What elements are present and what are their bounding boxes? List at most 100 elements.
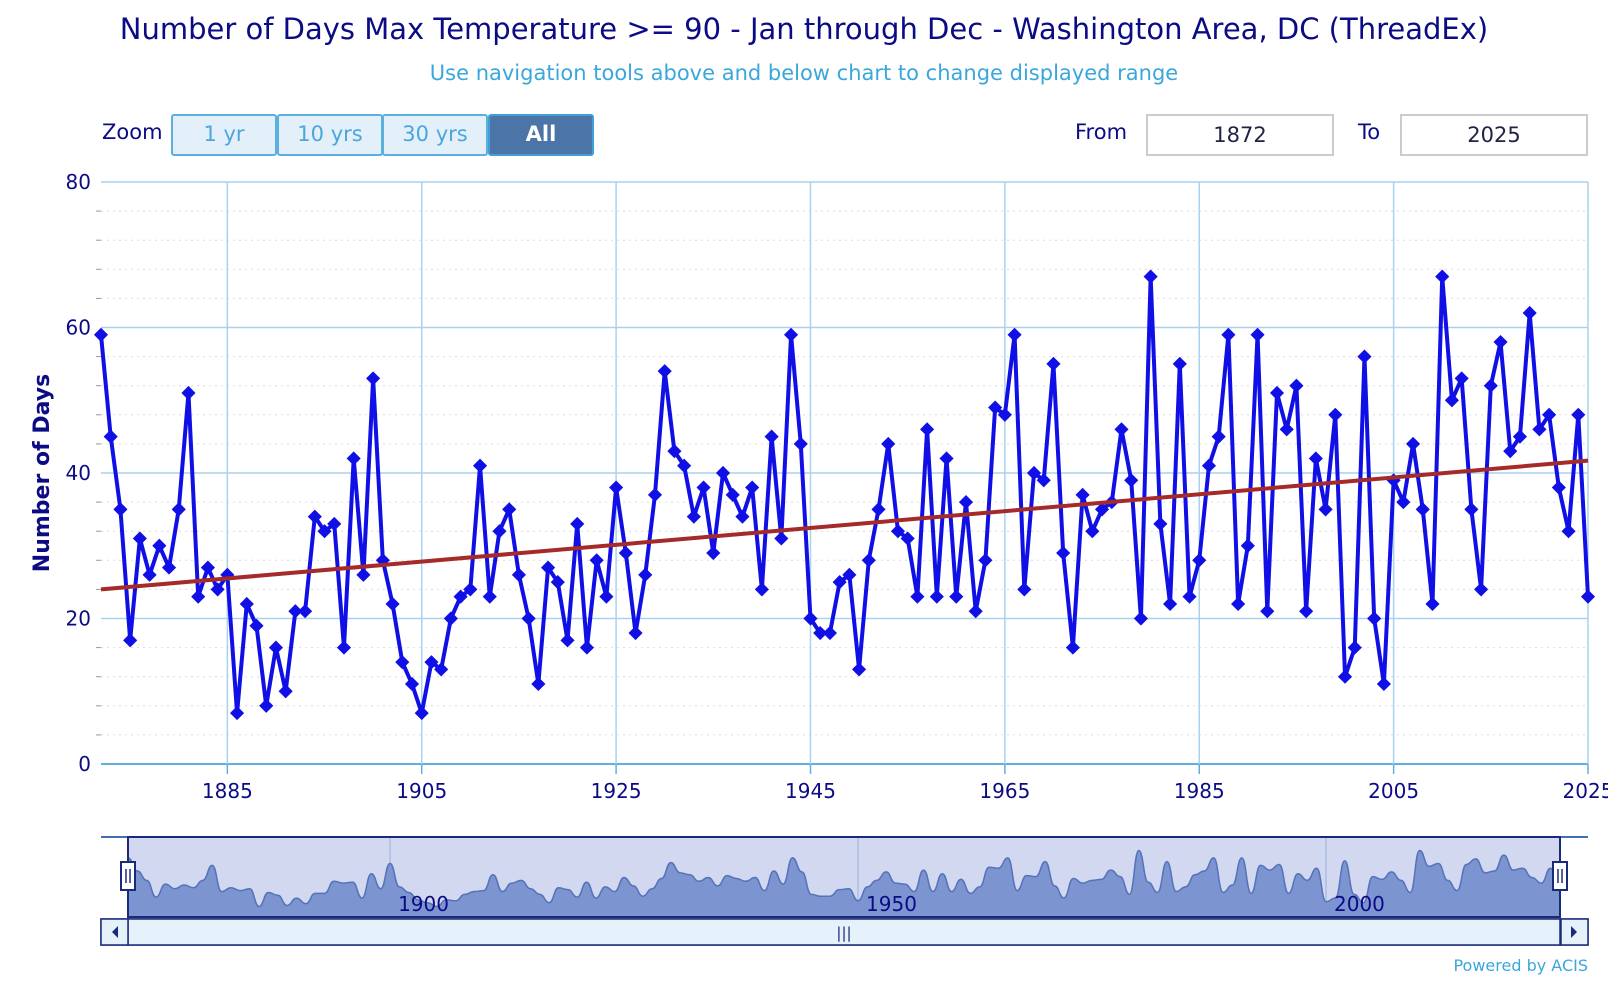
data-point: [1454, 371, 1469, 386]
from-year-input[interactable]: [1146, 114, 1334, 156]
data-point: [1542, 407, 1557, 422]
data-point: [1299, 604, 1314, 619]
y-tick-label: 40: [66, 461, 91, 485]
data-point: [793, 436, 808, 451]
data-point: [822, 625, 837, 641]
x-tick-label: 2025: [1563, 779, 1608, 803]
data-point: [910, 589, 925, 604]
data-point: [239, 596, 254, 612]
data-point: [715, 465, 731, 481]
data-point: [1503, 444, 1518, 459]
y-tick-label: 0: [78, 752, 91, 776]
data-point: [560, 633, 575, 648]
data-point: [1435, 269, 1450, 284]
data-point: [1289, 378, 1304, 393]
data-point: [1065, 640, 1080, 655]
data-point: [1182, 589, 1197, 604]
data-point: [1192, 553, 1207, 568]
data-point: [1017, 582, 1032, 597]
data-point: [443, 611, 458, 626]
data-point: [521, 611, 536, 626]
data-point: [1231, 596, 1246, 612]
data-point: [1056, 545, 1071, 561]
data-point: [677, 458, 692, 473]
zoom-all-button[interactable]: All: [488, 114, 594, 156]
data-point: [259, 698, 274, 713]
chart-title: Number of Days Max Temperature >= 90 - J…: [119, 12, 1489, 46]
data-point: [103, 429, 118, 444]
data-point: [181, 385, 196, 401]
data-point: [1580, 589, 1596, 604]
trend-line: [100, 458, 1589, 592]
x-tick-label: 1965: [979, 779, 1030, 803]
data-point: [1007, 327, 1022, 342]
data-point: [774, 531, 789, 546]
data-point: [200, 560, 215, 575]
data-point: [939, 451, 954, 466]
handle-body: [1552, 861, 1568, 891]
data-point: [1075, 487, 1090, 502]
data-point: [1260, 604, 1275, 619]
data-point: [764, 429, 779, 444]
data-point: [1561, 524, 1576, 539]
data-point: [657, 364, 672, 379]
data-point: [1046, 356, 1061, 371]
data-point: [783, 327, 799, 342]
zoom-1yr-button[interactable]: 1 yr: [171, 114, 277, 156]
zoom-10yrs-button[interactable]: 10 yrs: [277, 114, 383, 156]
data-point: [1318, 502, 1333, 517]
data-point: [813, 625, 828, 641]
data-point: [93, 327, 109, 342]
data-point: [1133, 611, 1148, 626]
data-point: [725, 487, 740, 502]
data-point: [502, 502, 517, 517]
data-point: [1328, 407, 1343, 422]
data-point: [1415, 502, 1430, 517]
scrollbar-thumb[interactable]: [127, 918, 1561, 946]
navigator-right-handle[interactable]: [1552, 861, 1568, 891]
data-point: [531, 676, 546, 692]
data-point: [434, 662, 449, 677]
data-point: [1269, 385, 1285, 401]
navigator-label: 1950: [866, 892, 917, 916]
data-point: [667, 444, 682, 459]
data-point: [541, 560, 556, 575]
data-point: [618, 545, 633, 561]
data-point: [1163, 596, 1178, 612]
data-point: [453, 589, 468, 604]
data-point: [1308, 451, 1323, 466]
powered-by-acis-link[interactable]: Powered by ACIS: [1453, 956, 1588, 975]
zoom-30yrs-button[interactable]: 30 yrs: [382, 114, 488, 156]
data-point: [871, 502, 886, 517]
data-point: [327, 516, 342, 531]
data-point: [550, 575, 565, 590]
data-point: [1143, 269, 1158, 284]
data-point: [949, 589, 964, 604]
y-tick-label: 20: [66, 607, 91, 631]
data-point: [1396, 495, 1411, 510]
data-point: [249, 618, 264, 633]
data-point: [511, 567, 526, 582]
data-point: [404, 676, 420, 692]
chevron-right-icon: [1571, 926, 1577, 938]
data-point: [1221, 327, 1236, 342]
data-point: [463, 582, 478, 597]
navigator-label: 1900: [398, 892, 449, 916]
data-point: [988, 400, 1003, 415]
data-point: [424, 655, 439, 670]
handle-body: [120, 861, 136, 891]
data-point: [832, 575, 847, 590]
data-point: [1551, 480, 1566, 495]
data-point: [803, 611, 818, 626]
data-point: [599, 589, 614, 604]
data-point: [229, 706, 245, 721]
y-tick-label: 60: [66, 316, 91, 340]
data-point: [745, 480, 760, 495]
data-point: [968, 604, 983, 619]
data-point: [754, 582, 769, 597]
data-point: [1279, 422, 1294, 437]
navigator-left-handle[interactable]: [120, 861, 136, 891]
data-point: [735, 509, 750, 524]
data-point: [1483, 378, 1498, 393]
to-year-input[interactable]: [1400, 114, 1588, 156]
